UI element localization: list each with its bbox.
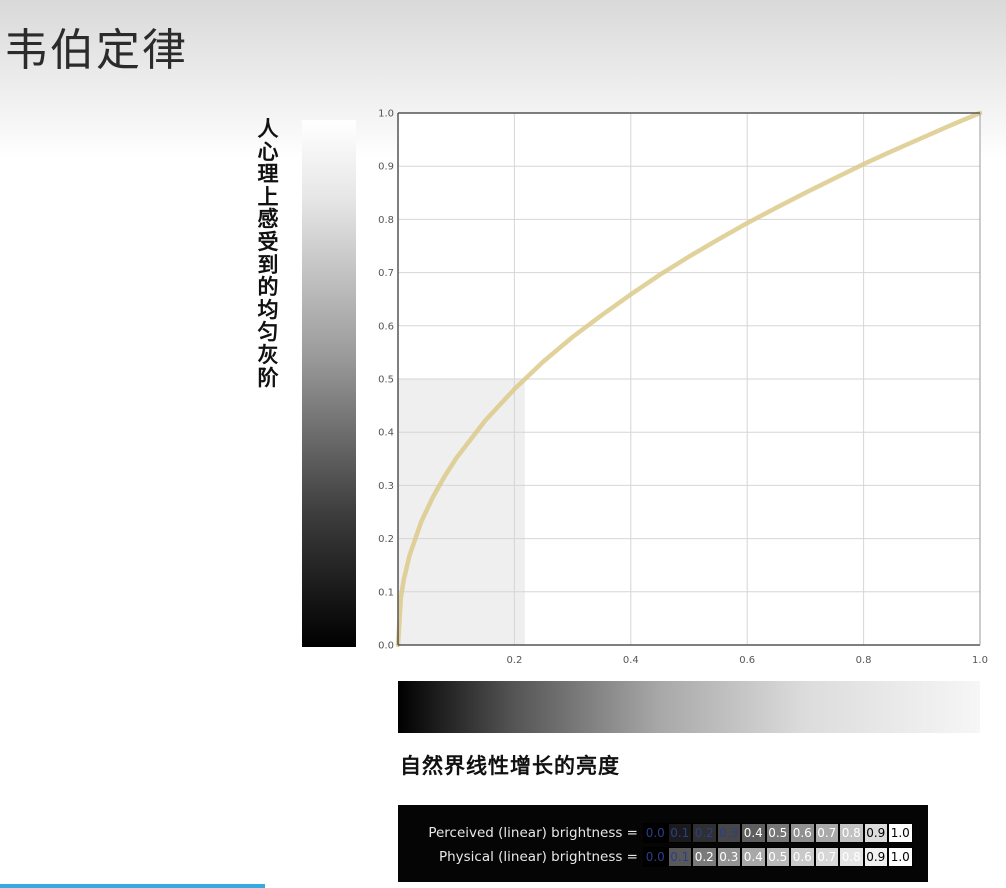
slide-title: 韦伯定律 bbox=[4, 25, 188, 76]
tick-labels: 0.0 0.1 0.2 0.3 0.4 0.5 0.6 0.7 0.8 0.9 1.0 0.2 0.4 0… bbox=[378, 109, 988, 667]
brightness-cell: 0.6 bbox=[790, 847, 815, 867]
perceived-brightness-cells: 0.0 0.1 0.2 0.3 0.4 0.5 0.6 0.7 0.8 0.9 1.0 bbox=[643, 823, 913, 843]
brightness-cell: 0.0 bbox=[643, 847, 668, 867]
brightness-cell: 0.4 bbox=[741, 823, 766, 843]
perceived-gray-label: 人心理上感受到的均匀灰阶 bbox=[257, 117, 279, 390]
brightness-comparison-legend: Perceived (linear) brightness = 0.0 0.1 0.… bbox=[398, 805, 928, 882]
y-tick-label: 0.3 bbox=[378, 481, 394, 492]
brightness-curve-chart: 0.0 0.1 0.2 0.3 0.4 0.5 0.6 0.7 0.8 0.9 1.0 0.2 0.4 0… bbox=[378, 109, 988, 667]
brightness-cell: 0.4 bbox=[741, 847, 766, 867]
brightness-cell: 0.1 bbox=[667, 847, 692, 867]
brightness-cell: 1.0 bbox=[888, 847, 913, 867]
highlight-region bbox=[398, 379, 525, 645]
physical-brightness-row: Physical (linear) brightness = 0.0 0.1 0.2… bbox=[398, 847, 913, 867]
brightness-cell: 0.3 bbox=[716, 847, 741, 867]
y-tick-label: 0.2 bbox=[378, 534, 394, 545]
brightness-cell: 0.2 bbox=[692, 847, 717, 867]
grid-lines bbox=[398, 113, 980, 645]
axes bbox=[397, 112, 981, 646]
brightness-cell: 0.5 bbox=[765, 823, 790, 843]
y-tick-label: 0.6 bbox=[378, 321, 394, 332]
brightness-cell: 0.7 bbox=[814, 847, 839, 867]
brightness-cell: 0.2 bbox=[692, 823, 717, 843]
physical-brightness-label: Physical (linear) brightness = bbox=[438, 849, 638, 865]
brightness-cell: 0.0 bbox=[643, 823, 668, 843]
y-tick-label: 0.4 bbox=[378, 428, 394, 439]
bottom-accent-bar bbox=[0, 884, 265, 888]
y-tick-label: 0.5 bbox=[378, 375, 394, 386]
brightness-cell: 1.0 bbox=[888, 823, 913, 843]
y-tick-label: 0.7 bbox=[378, 268, 394, 279]
brightness-cell: 0.7 bbox=[814, 823, 839, 843]
linear-brightness-gradient-bar bbox=[398, 681, 980, 733]
brightness-cell: 0.5 bbox=[765, 847, 790, 867]
highlight-rect bbox=[398, 379, 525, 645]
perceived-gray-gradient-bar bbox=[302, 120, 356, 647]
x-tick-label: 1.0 bbox=[972, 655, 988, 666]
brightness-cell: 0.8 bbox=[839, 823, 864, 843]
series-line bbox=[395, 110, 983, 648]
brightness-cell: 0.9 bbox=[863, 847, 888, 867]
x-tick-label: 0.6 bbox=[739, 655, 755, 666]
x-tick-label: 0.4 bbox=[623, 655, 639, 666]
y-tick-label: 0.0 bbox=[378, 641, 394, 652]
physical-brightness-cells: 0.0 0.1 0.2 0.3 0.4 0.5 0.6 0.7 0.8 0.9 1.0 bbox=[643, 847, 913, 867]
y-tick-label: 0.8 bbox=[378, 215, 394, 226]
y-tick-label: 0.9 bbox=[378, 162, 394, 173]
brightness-cell: 0.8 bbox=[839, 847, 864, 867]
series-layer bbox=[395, 110, 983, 648]
y-tick-label: 0.1 bbox=[378, 587, 394, 598]
linear-brightness-label: 自然界线性增长的亮度 bbox=[400, 754, 620, 778]
y-tick-label: 1.0 bbox=[378, 109, 394, 120]
x-tick-label: 0.2 bbox=[506, 655, 522, 666]
brightness-cell: 0.9 bbox=[863, 823, 888, 843]
x-tick-label: 0.8 bbox=[856, 655, 872, 666]
brightness-cell: 0.6 bbox=[790, 823, 815, 843]
brightness-cell: 0.3 bbox=[716, 823, 741, 843]
perceived-brightness-row: Perceived (linear) brightness = 0.0 0.1 0.… bbox=[398, 823, 913, 843]
brightness-cell: 0.1 bbox=[667, 823, 692, 843]
perceived-brightness-label: Perceived (linear) brightness = bbox=[428, 825, 638, 841]
